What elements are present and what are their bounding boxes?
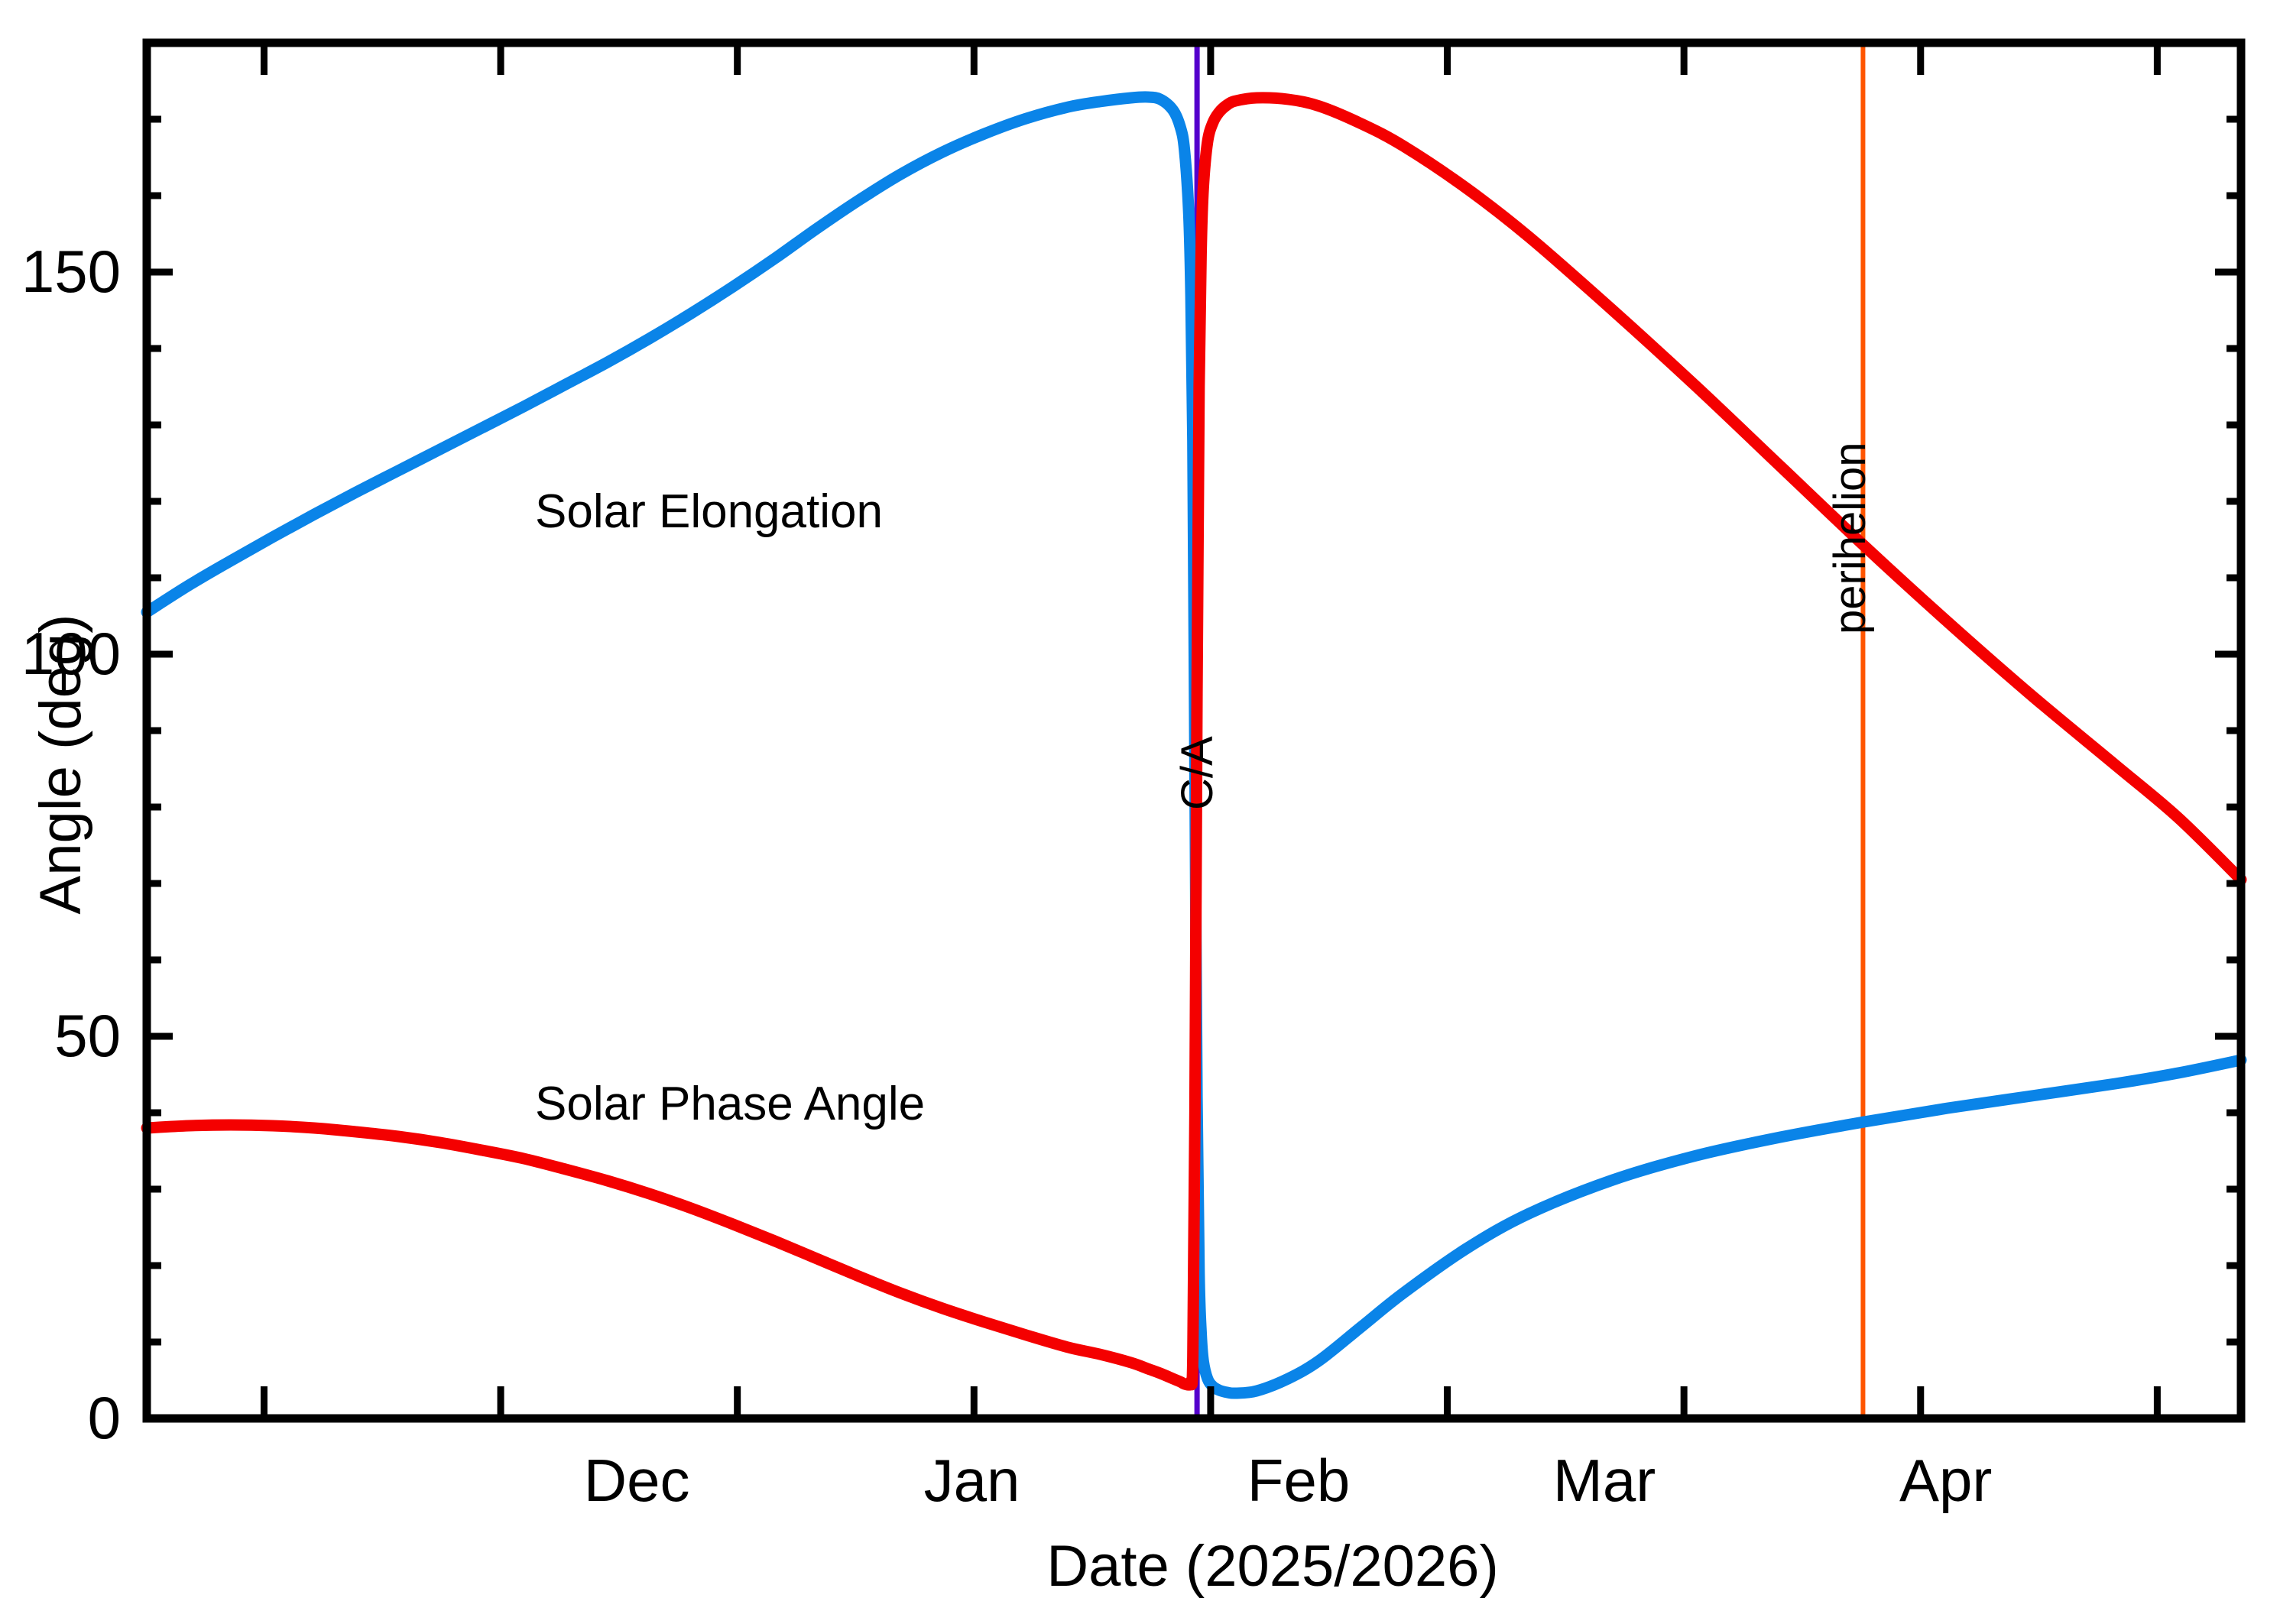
tick-labels: 0 50 100 150 Dec Jan Feb Mar Apr (21, 238, 1992, 1514)
x-tick-label: Apr (1899, 1447, 1992, 1514)
series-path-solar-elongation (141, 91, 2247, 1399)
axis-frame (142, 38, 2246, 1423)
x-tick-label: Jan (924, 1447, 1020, 1514)
annotation-label-perihelion: perihelion (1825, 442, 1875, 634)
series-label-solar-phase-angle: Solar Phase Angle (535, 1078, 925, 1130)
series-path-solar-phase-angle (141, 92, 2247, 1391)
series-label-solar-elongation: Solar Elongation (535, 485, 883, 538)
y-tick-label: 0 (88, 1384, 121, 1451)
y-tick-label: 50 (54, 1002, 121, 1069)
y-tick-label: 100 (21, 620, 121, 687)
y-axis-title: Angle (deg) (28, 614, 93, 915)
annotation-label-close-approach: C/A (1172, 736, 1222, 810)
y-tick-label: 150 (21, 238, 121, 305)
x-tick-label: Feb (1247, 1447, 1350, 1514)
x-axis-title: Date (2025/2026) (1046, 1534, 1499, 1599)
x-tick-label: Dec (584, 1447, 690, 1514)
x-tick-label: Mar (1553, 1447, 1656, 1514)
series-curves (141, 91, 2247, 1399)
